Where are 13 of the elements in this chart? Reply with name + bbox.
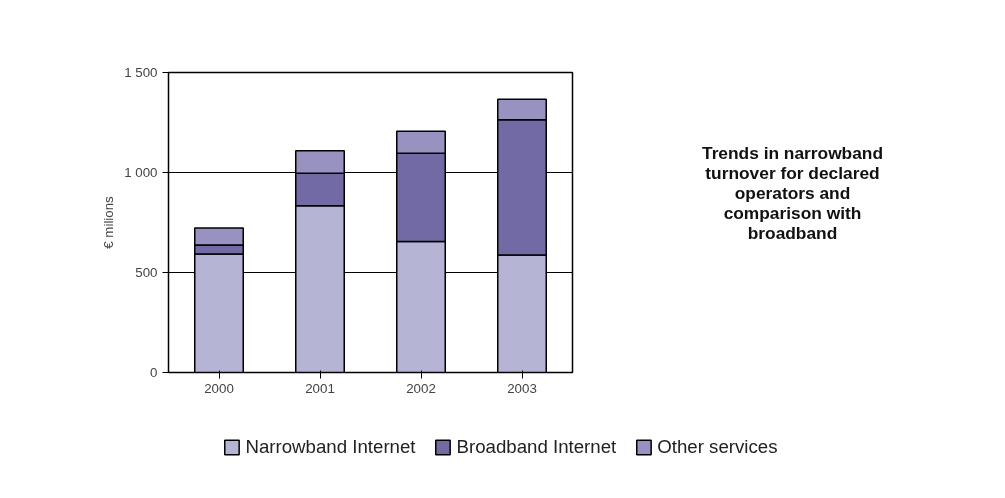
legend-label: Broadband Internet: [456, 436, 617, 458]
y-tick-label: 1 000: [124, 165, 158, 180]
x-tick-label: 2000: [204, 380, 234, 396]
y-tick-label: 1 500: [124, 65, 158, 80]
x-tick-label: 2003: [507, 380, 537, 396]
y-axis-title: € milions: [101, 195, 117, 249]
x-tick-label: 2002: [406, 380, 436, 396]
text: Trends in narrowband turnover for declared operators and comparison with broadband: [702, 142, 884, 243]
y-tick-label: 0: [150, 365, 158, 380]
y-tick-label: 500: [135, 265, 158, 280]
legend-label: Other services: [657, 436, 778, 458]
legend-label: Narrowband Internet: [245, 436, 416, 458]
x-tick-label: 2001: [305, 380, 335, 396]
